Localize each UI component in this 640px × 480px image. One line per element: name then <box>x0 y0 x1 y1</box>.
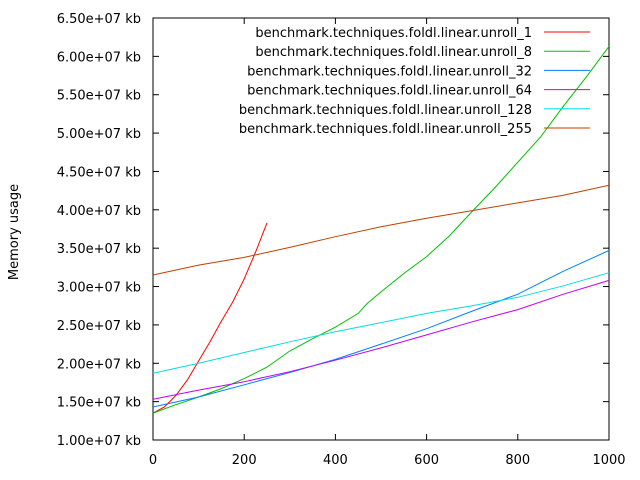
plot-border <box>152 17 610 441</box>
series-line <box>152 272 610 374</box>
legend-entry-label: benchmark.techniques.foldl.linear.unroll… <box>247 64 532 79</box>
series-line <box>152 222 268 414</box>
chart-legend: benchmark.techniques.foldl.linear.unroll… <box>239 26 590 137</box>
x-tick-label: 400 <box>323 453 348 468</box>
y-tick-label: 2.00e+07 kb <box>57 357 141 372</box>
x-tick-label: 200 <box>232 453 257 468</box>
legend-entry-label: benchmark.techniques.foldl.linear.unroll… <box>247 84 532 99</box>
x-tick-label: 800 <box>505 453 530 468</box>
y-axis-label: Memory usage <box>7 184 22 280</box>
chart-axes: 1.00e+07 kb 1.50e+07 kb 2.00e+07 kb 2.50e+0… <box>57 12 626 468</box>
series-line <box>152 250 610 408</box>
x-tick-label: 600 <box>414 453 439 468</box>
y-tick-label: 3.50e+07 kb <box>57 242 141 257</box>
y-tick-label: 5.00e+07 kb <box>57 127 141 142</box>
legend-entry-label: benchmark.techniques.foldl.linear.unroll… <box>255 26 532 41</box>
x-tick-label: 1000 <box>592 453 625 468</box>
x-tick-label: 0 <box>149 453 157 468</box>
legend-entry-label: benchmark.techniques.foldl.linear.unroll… <box>239 103 532 118</box>
legend-entry-label: benchmark.techniques.foldl.linear.unroll… <box>239 122 532 137</box>
y-tick-label: 4.50e+07 kb <box>57 165 141 180</box>
y-tick-label: 6.50e+07 kb <box>57 12 141 27</box>
y-tick-label: 1.50e+07 kb <box>57 396 141 411</box>
y-tick-label: 6.00e+07 kb <box>57 50 141 65</box>
legend-entry-label: benchmark.techniques.foldl.linear.unroll… <box>255 45 532 60</box>
y-tick-label: 5.50e+07 kb <box>57 89 141 104</box>
y-tick-label: 3.00e+07 kb <box>57 281 141 296</box>
y-tick-label: 4.00e+07 kb <box>57 204 141 219</box>
series-line <box>152 184 610 276</box>
series-line <box>152 279 610 400</box>
y-tick-label: 2.50e+07 kb <box>57 319 141 334</box>
chart-series <box>152 46 610 414</box>
y-tick-label: 1.00e+07 kb <box>57 434 141 449</box>
